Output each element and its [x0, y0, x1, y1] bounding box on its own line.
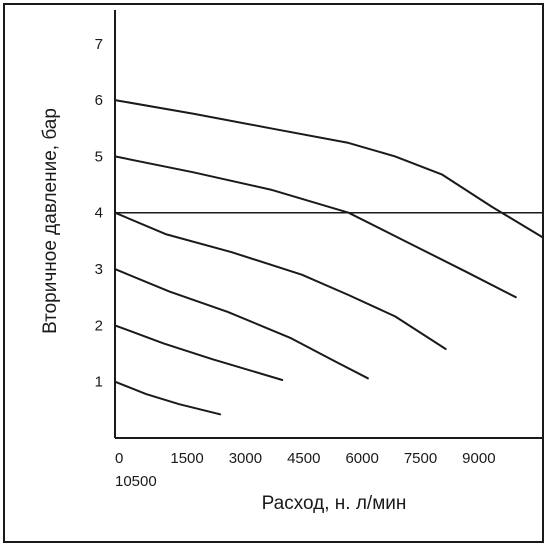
x-tick-label: 9000	[462, 450, 495, 467]
x-tick-label: 0	[115, 450, 123, 467]
y-axis-label: Вторичное давление, бар	[40, 108, 61, 334]
series-line-5	[114, 155, 517, 299]
y-tick-label: 7	[95, 36, 103, 53]
series-line-6	[114, 99, 542, 239]
x-tick-label-extra: 10500	[115, 473, 157, 490]
x-tick-label: 3000	[229, 450, 262, 467]
tick-labels: 0 1500 3000 4500 6000 7500 9000 1 2 3 4 5 6 7	[95, 36, 496, 467]
series-line-4	[114, 211, 447, 350]
axes	[114, 10, 542, 439]
x-tick-label: 4500	[287, 450, 320, 467]
chart-frame: 0 1500 3000 4500 6000 7500 9000 1 2 3 4 5 6 7 10500 Р…	[3, 3, 544, 543]
y-tick-label: 5	[95, 148, 103, 165]
series-line-1	[114, 380, 222, 416]
series-line-3	[114, 268, 369, 380]
x-axis-label: Расход, н. л/мин	[262, 493, 407, 514]
y-tick-label: 3	[95, 261, 103, 278]
x-tick-label: 6000	[345, 450, 378, 467]
x-tick-label: 1500	[170, 450, 203, 467]
y-tick-label: 6	[95, 92, 103, 109]
x-tick-label: 7500	[404, 450, 437, 467]
y-tick-label: 1	[95, 374, 103, 391]
series-group	[114, 99, 542, 416]
chart-svg: 0 1500 3000 4500 6000 7500 9000 1 2 3 4 5 6 7 10500 Р…	[40, 10, 542, 514]
series-line-2	[114, 324, 284, 381]
y-tick-label: 2	[95, 317, 103, 334]
y-tick-label: 4	[95, 205, 103, 222]
